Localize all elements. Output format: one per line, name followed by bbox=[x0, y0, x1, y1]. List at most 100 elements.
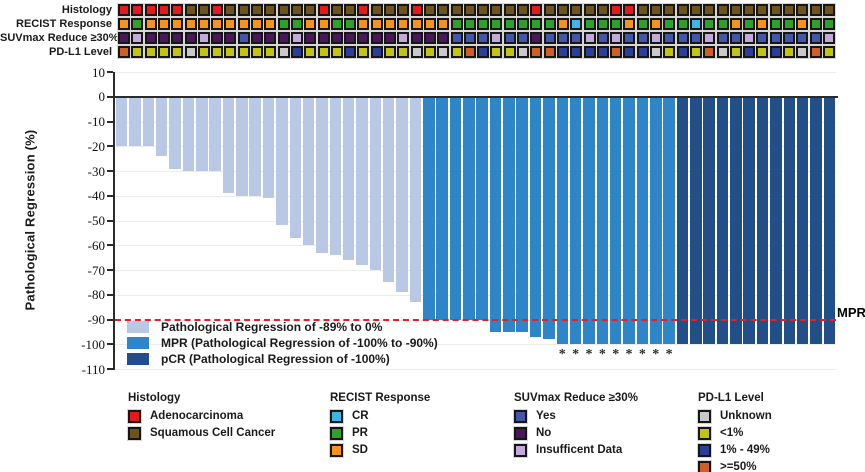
track-cell bbox=[211, 46, 224, 58]
track-cell bbox=[344, 32, 357, 44]
gridline bbox=[115, 369, 836, 370]
legend-item: >=50% bbox=[698, 460, 772, 472]
track-row-suvmax: SUVmax Reduce ≥30% bbox=[0, 32, 865, 44]
axis-tick bbox=[107, 71, 113, 73]
gridline bbox=[115, 195, 836, 197]
legend-swatch bbox=[698, 409, 711, 423]
track-cell bbox=[251, 4, 263, 16]
track-cell bbox=[729, 32, 742, 44]
legend-label: 1% - 49% bbox=[720, 443, 770, 456]
track-row-histology: Histology bbox=[0, 4, 865, 16]
track-cell bbox=[477, 32, 490, 44]
track-cell bbox=[676, 18, 689, 30]
plot-legend-item: Pathological Regression of -89% to 0% bbox=[127, 320, 467, 334]
track-cell bbox=[157, 4, 170, 16]
bar bbox=[382, 96, 395, 283]
track-cell bbox=[623, 4, 636, 16]
track-cell bbox=[171, 46, 184, 58]
track-cell bbox=[357, 32, 370, 44]
bar bbox=[329, 96, 342, 256]
legend-label: Unknown bbox=[720, 409, 772, 422]
plot-legend-label: Pathological Regression of -89% to 0% bbox=[161, 320, 383, 334]
legend-item: No bbox=[514, 426, 638, 440]
track-cell bbox=[650, 4, 662, 16]
track-cell bbox=[517, 18, 529, 30]
track-cell bbox=[716, 4, 729, 16]
legend-label: Yes bbox=[536, 409, 556, 422]
gridline bbox=[115, 270, 836, 271]
track-cell bbox=[556, 18, 569, 30]
track-cell bbox=[783, 18, 795, 30]
track-cell bbox=[769, 4, 782, 16]
legend-swatch bbox=[514, 409, 527, 423]
track-cell bbox=[357, 4, 370, 16]
y-tick-label: -40 bbox=[87, 188, 105, 204]
bar bbox=[182, 96, 195, 171]
track-label-suvmax: SUVmax Reduce ≥30% bbox=[0, 32, 119, 44]
track-cell bbox=[796, 32, 809, 44]
track-cell bbox=[290, 32, 303, 44]
track-cell bbox=[556, 32, 569, 44]
track-cell bbox=[743, 4, 756, 16]
track-cell bbox=[796, 4, 809, 16]
bar bbox=[115, 96, 128, 147]
track-cell bbox=[676, 4, 689, 16]
track-cell bbox=[423, 18, 436, 30]
track-cell bbox=[703, 46, 716, 58]
track-cell bbox=[477, 46, 490, 58]
bar bbox=[569, 96, 582, 345]
axis-tick bbox=[107, 120, 113, 123]
legend-label: CR bbox=[352, 409, 369, 422]
legend-swatch bbox=[514, 443, 527, 457]
track-cell bbox=[769, 18, 782, 30]
asterisk-marker: * bbox=[652, 347, 660, 363]
bar bbox=[636, 96, 649, 345]
track-cell bbox=[543, 32, 556, 44]
track-cell bbox=[503, 4, 516, 16]
track-cell bbox=[410, 18, 423, 30]
track-cell bbox=[357, 46, 370, 58]
track-cell bbox=[490, 18, 503, 30]
track-cell bbox=[610, 46, 623, 58]
track-cell bbox=[490, 46, 503, 58]
track-cell bbox=[769, 46, 782, 58]
track-cell bbox=[556, 46, 569, 58]
plot-legend-swatch bbox=[127, 337, 149, 349]
track-cell bbox=[317, 32, 330, 44]
y-tick-label: -20 bbox=[87, 138, 105, 154]
bar bbox=[169, 96, 181, 169]
track-cell bbox=[197, 18, 210, 30]
track-cell bbox=[277, 32, 290, 44]
track-cell bbox=[184, 46, 197, 58]
legend-swatch bbox=[514, 426, 527, 440]
legend-item: CR bbox=[330, 409, 430, 423]
track-cell bbox=[237, 32, 250, 44]
legend-swatch bbox=[330, 443, 343, 457]
legend-item: Insufficent Data bbox=[514, 443, 638, 457]
track-cell bbox=[410, 46, 423, 58]
track-cell bbox=[650, 18, 662, 30]
track-cell bbox=[144, 32, 157, 44]
gridline bbox=[115, 146, 836, 148]
bar bbox=[690, 96, 702, 345]
track-cell bbox=[530, 46, 543, 58]
legend-swatch bbox=[698, 443, 711, 457]
track-cell bbox=[304, 46, 317, 58]
y-tick-label: -90 bbox=[87, 312, 105, 327]
track-cell bbox=[144, 46, 157, 58]
legend-title: Histology bbox=[128, 392, 181, 404]
track-cell bbox=[490, 32, 503, 44]
bar bbox=[316, 96, 328, 253]
track-cell bbox=[503, 18, 516, 30]
track-cell bbox=[663, 4, 676, 16]
bar bbox=[236, 96, 248, 196]
track-cell bbox=[317, 18, 330, 30]
legend-group: PD-L1 Level Unknown <1% 1% - 49% >=50% bbox=[698, 392, 772, 472]
track-cell bbox=[251, 18, 263, 30]
track-label-recist: RECIST Response bbox=[16, 18, 112, 30]
y-axis-title: Pathological Regression (%) bbox=[22, 129, 38, 311]
track-cell bbox=[596, 18, 609, 30]
bar bbox=[289, 96, 301, 238]
track-row-pdl1: PD-L1 Level bbox=[0, 46, 865, 58]
track-cell bbox=[224, 32, 237, 44]
